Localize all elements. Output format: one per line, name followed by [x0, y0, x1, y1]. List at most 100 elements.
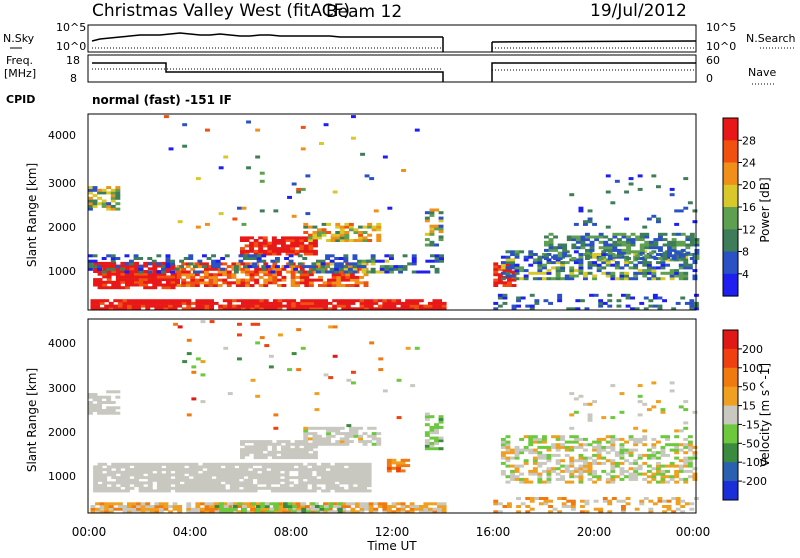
- heatmap-cell: [168, 299, 173, 303]
- heatmap-cell: [216, 462, 222, 466]
- heatmap-cell: [138, 280, 144, 284]
- heatmap-cell: [158, 301, 164, 305]
- heatmap-cell: [683, 459, 689, 463]
- heatmap-cell: [326, 440, 331, 444]
- heatmap-cell: [193, 465, 199, 469]
- heatmap-cell: [311, 476, 317, 480]
- heatmap-cell: [361, 267, 367, 271]
- heatmap-cell: [147, 489, 153, 493]
- heatmap-cell: [505, 258, 511, 262]
- heatmap-cell: [566, 499, 572, 503]
- heatmap-cell: [428, 304, 433, 308]
- heatmap-cell: [382, 155, 388, 159]
- power-panel: 4000 3000 2000 1000 Slant Range [km]: [25, 113, 700, 311]
- heatmap-cell: [546, 448, 552, 452]
- heatmap-cell: [587, 418, 593, 422]
- heatmap-cell: [584, 499, 590, 503]
- heatmap-cell: [277, 505, 283, 508]
- heatmap-cell: [277, 510, 283, 514]
- heatmap-cell: [172, 307, 178, 311]
- heatmap-cell: [275, 476, 281, 480]
- heatmap-cell: [273, 426, 279, 430]
- heatmap-cell: [240, 453, 245, 457]
- heatmap-cell: [675, 301, 681, 305]
- heatmap-cell: [288, 262, 294, 266]
- heatmap-cell: [125, 280, 130, 284]
- heatmap-cell: [493, 265, 499, 269]
- heatmap-cell: [625, 497, 631, 500]
- heatmap-cell: [285, 448, 291, 452]
- heatmap-cell: [564, 440, 570, 444]
- heatmap-cell: [259, 507, 265, 511]
- heatmap-cell: [687, 456, 693, 460]
- heatmap-cell: [302, 465, 308, 469]
- heatmap-cell: [97, 202, 102, 206]
- heatmap-cell: [293, 267, 299, 271]
- heatmap-cell: [366, 478, 372, 482]
- heatmap-cell: [362, 476, 367, 480]
- heatmap-cell: [92, 199, 98, 203]
- heatmap-cell: [349, 275, 355, 279]
- heatmap-cell: [345, 284, 351, 287]
- heatmap-cell: [138, 484, 144, 488]
- heatmap-cell: [263, 507, 269, 511]
- heatmap-cell: [165, 257, 171, 260]
- velocity-colorbar-tick-label: 100: [742, 362, 763, 375]
- heatmap-cell: [633, 440, 639, 444]
- heatmap-cell: [338, 265, 344, 269]
- heatmap-cell: [289, 481, 294, 485]
- heatmap-cell: [199, 281, 205, 285]
- heatmap-cell: [298, 462, 304, 466]
- heatmap-cell: [131, 301, 137, 305]
- heatmap-cell: [143, 280, 149, 284]
- heatmap-cell: [528, 480, 534, 484]
- heatmap-cell: [674, 480, 680, 484]
- heatmap-cell: [284, 476, 290, 480]
- heatmap-cell: [236, 307, 242, 311]
- heatmap-cell: [163, 502, 169, 506]
- heatmap-cell: [569, 480, 575, 484]
- heatmap-cell: [353, 231, 359, 234]
- heatmap-cell: [281, 440, 286, 444]
- heatmap-cell: [277, 507, 283, 511]
- heatmap-cell: [138, 481, 144, 485]
- heatmap-cell: [580, 243, 586, 247]
- heatmap-cell: [326, 437, 331, 441]
- heatmap-cell: [671, 243, 677, 247]
- heatmap-cell: [205, 222, 210, 226]
- heatmap-cell: [671, 307, 677, 311]
- heatmap-cell: [120, 286, 126, 290]
- heatmap-cell: [424, 447, 430, 451]
- heatmap-cell: [605, 261, 611, 265]
- heatmap-cell: [110, 204, 116, 208]
- heatmap-cell: [152, 280, 158, 284]
- heatmap-cell: [156, 254, 162, 258]
- heatmap-cell: [633, 277, 639, 281]
- heatmap-cell: [207, 465, 212, 469]
- heatmap-cell: [308, 448, 314, 452]
- heatmap-cell: [428, 307, 433, 311]
- heatmap-cell: [225, 476, 231, 480]
- heatmap-cell: [302, 484, 308, 488]
- heatmap-cell: [418, 304, 424, 308]
- heatmap-cell: [578, 271, 584, 275]
- heatmap-cell: [263, 304, 269, 308]
- heatmap-cell: [592, 453, 597, 457]
- heatmap-cell: [537, 451, 543, 455]
- heatmap-cell: [362, 239, 368, 242]
- heatmap-cell: [285, 252, 291, 256]
- heatmap-cell: [244, 448, 250, 452]
- heatmap-cell: [362, 486, 367, 490]
- heatmap-cell: [332, 304, 338, 308]
- heatmap-cell: [624, 217, 629, 221]
- heatmap-cell: [197, 489, 203, 493]
- heatmap-cell: [115, 478, 121, 482]
- heatmap-cell: [127, 304, 132, 308]
- heatmap-cell: [275, 265, 280, 269]
- heatmap-cell: [235, 284, 241, 287]
- heatmap-cell: [505, 459, 511, 463]
- heatmap-cell: [192, 265, 198, 269]
- heatmap-cell: [514, 456, 520, 460]
- heatmap-cell: [156, 465, 162, 469]
- heatmap-cell: [345, 273, 351, 277]
